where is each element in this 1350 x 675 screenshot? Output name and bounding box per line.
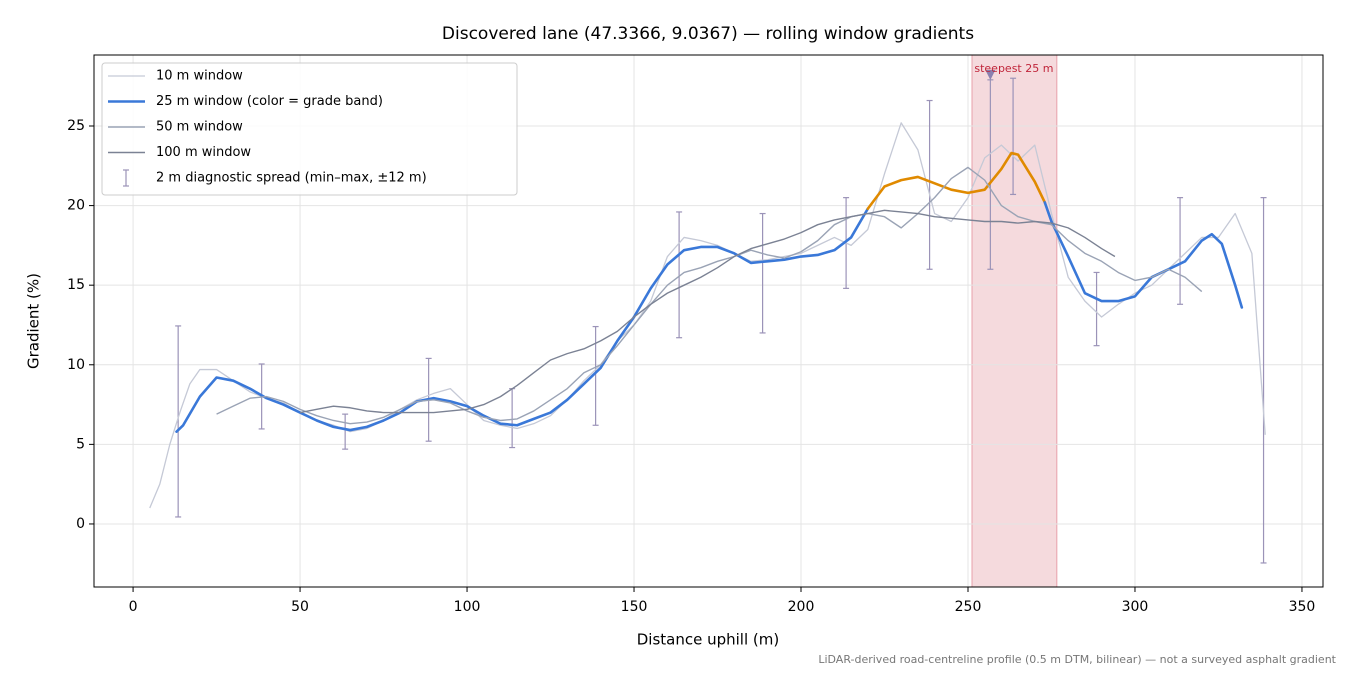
y-axis-label: Gradient (%) (25, 273, 43, 369)
error-bar (509, 388, 516, 449)
footnote: LiDAR-derived road-centreline profile (0… (818, 653, 1336, 666)
legend-box (101, 62, 518, 196)
plot-frame (93, 54, 1324, 588)
series-line (299, 209, 1116, 414)
legend-label: 10 m window (156, 69, 243, 84)
error-bar (926, 99, 933, 270)
error-bar (1093, 271, 1100, 347)
error-bar (1260, 197, 1267, 564)
x-tick-label: 300 (1122, 599, 1149, 615)
legend-label: 25 m window (color = grade band) (156, 94, 383, 109)
chart-title: Discovered lane (47.3366, 9.0367) — roll… (442, 24, 974, 44)
x-tick-label: 250 (955, 599, 982, 615)
error-bar (759, 212, 766, 334)
y-tick-label: 25 (67, 118, 85, 134)
y-tick-label: 5 (76, 436, 85, 452)
legend-swatch (123, 169, 129, 187)
x-tick-label: 150 (621, 599, 648, 615)
y-tick-label: 15 (67, 277, 85, 293)
error-bar (175, 325, 182, 518)
legend-label: 100 m window (156, 145, 251, 160)
error-bar (1010, 77, 1017, 196)
y-tick-label: 0 (76, 516, 85, 532)
series-line (175, 207, 870, 433)
steepest-band (971, 54, 1058, 588)
x-tick-label: 350 (1289, 599, 1316, 615)
steepest-marker (985, 70, 996, 81)
x-tick-label: 0 (129, 599, 138, 615)
x-tick-label: 100 (454, 599, 481, 615)
x-axis-label: Distance uphill (m) (637, 631, 779, 649)
series-line (866, 151, 1047, 211)
error-bar (1177, 197, 1184, 305)
error-bar (676, 211, 683, 339)
x-tick-label: 50 (291, 599, 309, 615)
error-bar (342, 413, 349, 450)
series-line (1043, 201, 1244, 309)
x-tick-label: 200 (788, 599, 815, 615)
legend-label: 50 m window (156, 120, 243, 135)
legend-label: 2 m diagnostic spread (min–max, ±12 m) (156, 171, 427, 186)
y-tick-label: 10 (67, 357, 85, 373)
annotation: steepest 25 m (974, 62, 1053, 75)
y-tick-label: 20 (67, 198, 85, 214)
